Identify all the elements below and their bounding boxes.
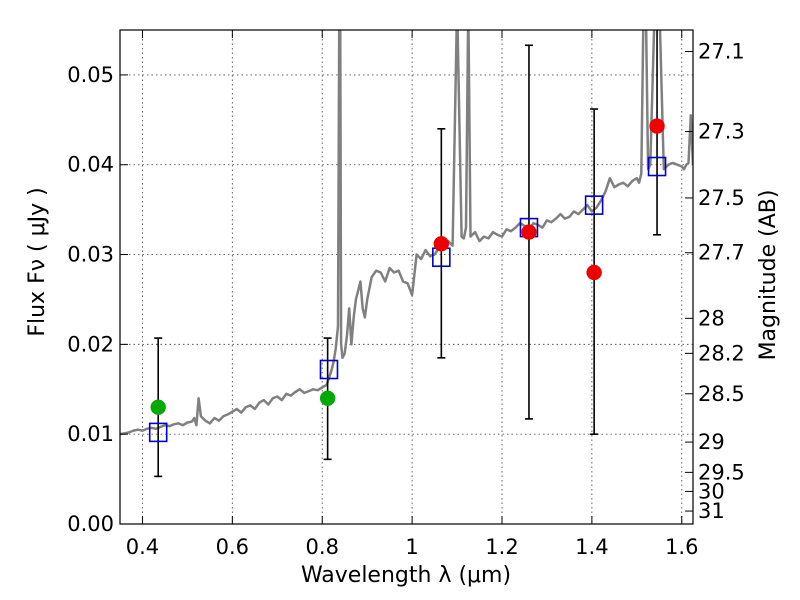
- observed-point-marker: [586, 264, 602, 281]
- x-tick-label: 1.6: [665, 535, 698, 559]
- y2-tick-label: 29: [698, 430, 725, 454]
- broadband-model-squares: [148, 156, 667, 443]
- observed-points: [150, 118, 665, 415]
- y2-axis-label: Magnitude (AB): [756, 190, 781, 361]
- x-axis-label: Wavelength λ (μm): [301, 563, 511, 588]
- axis-ticks: [120, 30, 693, 525]
- y2-tick-label: 27.1: [698, 40, 745, 64]
- y-axis-label: Flux Fν ( μJy ): [25, 187, 50, 336]
- x-tick-label: 0.6: [216, 535, 249, 559]
- y-tick-label: 0.00: [67, 512, 114, 536]
- model-spectrum-line: [120, 30, 693, 436]
- observed-point-marker: [319, 390, 336, 407]
- tick-labels: 0.4 0.6 0.8 1 1.2 1.4 1.6 0.00 0.01 0.02 0.03 0.04 0…: [67, 40, 745, 559]
- model-spectrum-group: [120, 30, 693, 436]
- y-tick-label: 0.02: [67, 332, 114, 356]
- x-tick-label: 0.8: [306, 535, 339, 559]
- x-tick-label: 1.2: [485, 535, 518, 559]
- grid-lines: [120, 30, 693, 524]
- y2-tick-label: 30: [698, 479, 725, 503]
- y-tick-label: 0.01: [67, 422, 114, 446]
- model-square-marker: [148, 422, 168, 443]
- y2-tick-label: 27.5: [698, 186, 745, 210]
- y2-tick-label: 28.5: [698, 382, 745, 406]
- y-tick-label: 0.05: [67, 63, 114, 87]
- x-tick-label: 1.4: [575, 535, 608, 559]
- observed-point-marker: [521, 224, 537, 240]
- error-bars: [154, 30, 662, 478]
- model-square-marker: [319, 359, 339, 380]
- y2-tick-label: 28.2: [698, 341, 745, 365]
- observed-point-marker: [433, 236, 450, 252]
- model-square-marker: [647, 156, 667, 177]
- y2-tick-label: 31: [698, 499, 725, 523]
- y2-tick-label: 29.5: [698, 460, 745, 484]
- model-square-marker: [584, 195, 604, 215]
- y2-tick-label: 28: [698, 306, 725, 330]
- y2-tick-label: 27.3: [698, 119, 745, 143]
- y2-tick-label: 27.7: [698, 241, 745, 265]
- plot-frame: [119, 29, 694, 525]
- y-tick-label: 0.04: [67, 153, 114, 177]
- observed-point-marker: [150, 399, 166, 415]
- y-tick-label: 0.03: [67, 243, 114, 267]
- x-tick-label: 1: [405, 535, 418, 559]
- observed-point-marker: [649, 118, 665, 134]
- x-tick-label: 0.4: [126, 535, 159, 559]
